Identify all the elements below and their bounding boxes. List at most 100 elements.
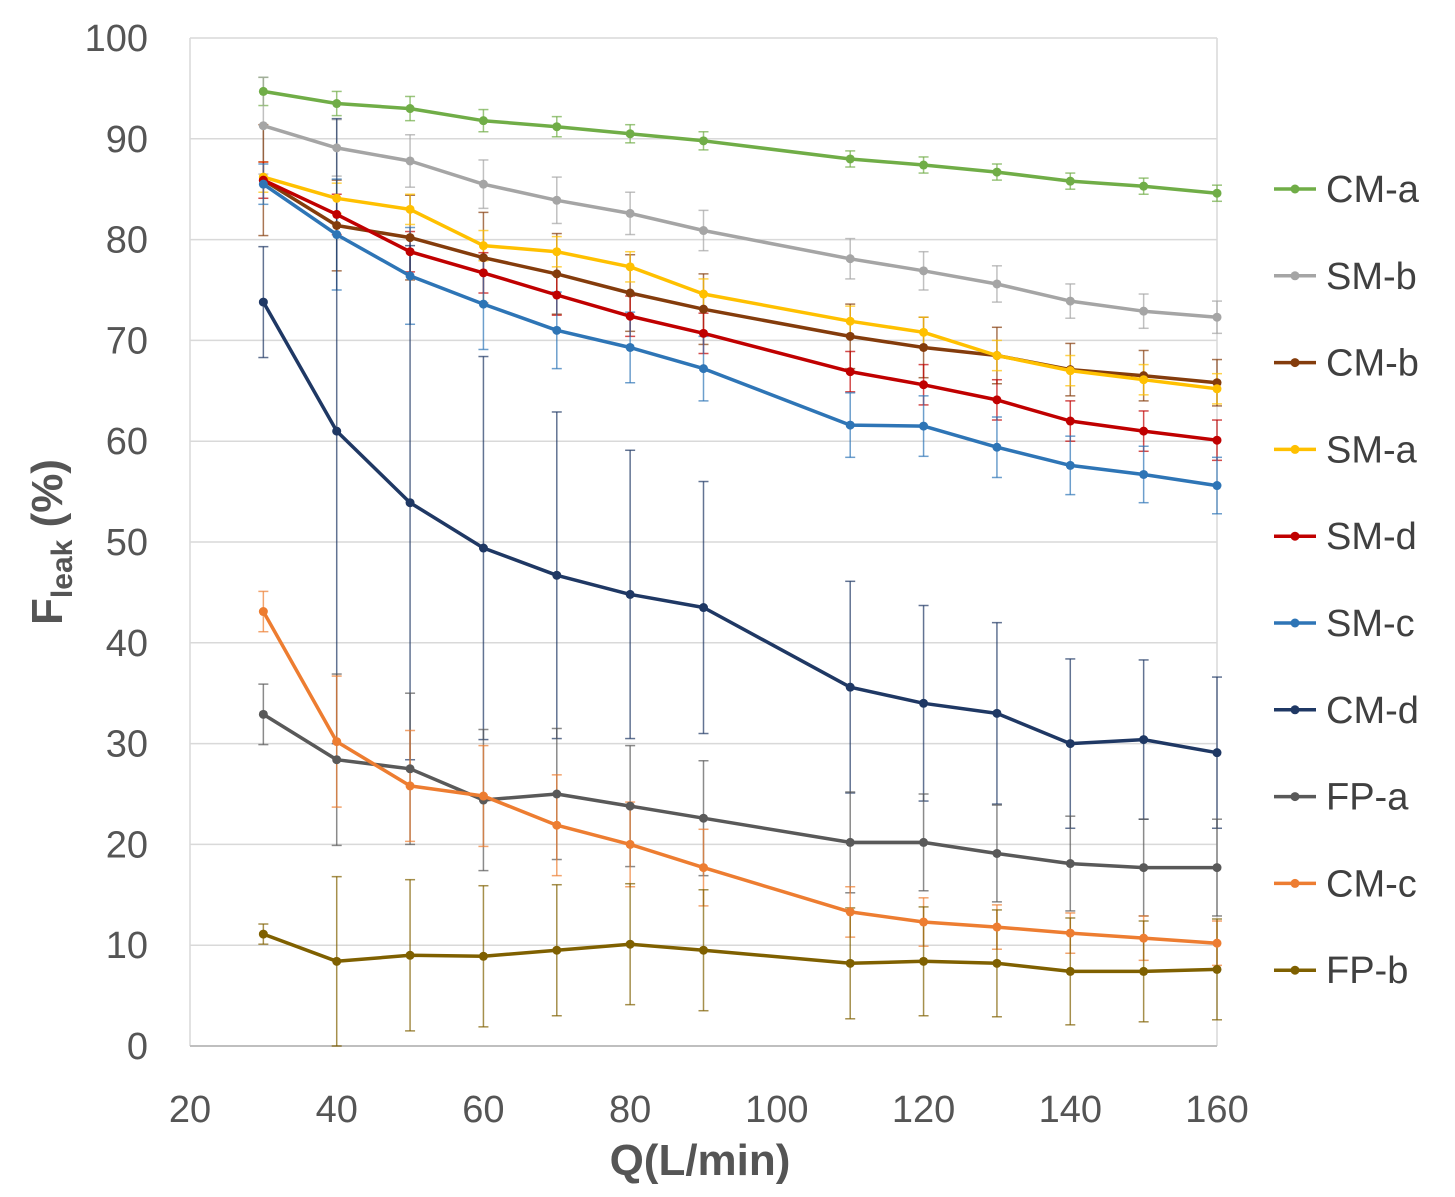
data-point — [992, 351, 1002, 361]
data-point — [332, 737, 342, 747]
series-SM-b — [258, 121, 1222, 322]
data-point — [1139, 469, 1149, 479]
data-point — [1139, 933, 1149, 943]
data-point — [1212, 435, 1222, 445]
data-point — [258, 709, 268, 719]
data-point — [625, 288, 635, 298]
data-point — [1065, 296, 1075, 306]
data-point — [552, 195, 562, 205]
y-tick-label: 40 — [106, 623, 148, 665]
data-point — [1139, 966, 1149, 976]
data-point — [845, 958, 855, 968]
legend-item: CM-a — [1274, 169, 1420, 211]
error-bars — [258, 76, 1222, 1047]
data-point — [405, 233, 415, 243]
data-point — [478, 299, 488, 309]
x-tick-label: 20 — [169, 1089, 211, 1131]
legend-label: CM-b — [1326, 343, 1419, 385]
y-tick-labels: 0 10 20 30 40 50 60 70 80 90 100 — [85, 18, 148, 1068]
legend-label: SM-a — [1326, 429, 1418, 471]
data-point — [405, 764, 415, 774]
data-point — [552, 247, 562, 257]
legend-marker — [1290, 792, 1300, 802]
data-point — [845, 682, 855, 692]
data-point — [258, 929, 268, 939]
data-point — [552, 789, 562, 799]
data-point — [478, 116, 488, 126]
series-CM-c — [258, 607, 1222, 948]
data-point — [1139, 306, 1149, 316]
series-SM-a — [258, 172, 1222, 394]
legend-item: SM-d — [1274, 516, 1417, 558]
data-point — [699, 304, 708, 314]
data-point — [1065, 460, 1075, 470]
legend-item: FP-b — [1274, 950, 1408, 992]
data-point — [1065, 859, 1075, 869]
y-tick-label: 80 — [106, 220, 148, 262]
y-tick-label: 90 — [106, 119, 148, 161]
data-point — [699, 603, 708, 613]
data-point — [919, 327, 929, 337]
data-point — [845, 316, 855, 326]
data-point — [332, 99, 342, 109]
y-tick-label: 20 — [106, 824, 148, 866]
data-point — [625, 208, 635, 218]
data-point — [552, 945, 562, 955]
legend-marker — [1290, 965, 1300, 975]
y-axis-title: Fleak (%) — [23, 459, 79, 625]
data-point — [625, 342, 635, 352]
data-point — [1212, 964, 1222, 974]
legend: CM-a SM-b CM-b SM-a SM-d SM-c CM-d FP-a CM-c FP-b — [1274, 169, 1420, 992]
data-point — [332, 956, 342, 966]
legend-marker — [1290, 358, 1300, 368]
y-tick-label: 30 — [106, 724, 148, 766]
data-point — [992, 395, 1002, 405]
data-point — [405, 156, 415, 166]
legend-label: CM-c — [1326, 863, 1417, 905]
data-point — [699, 226, 708, 236]
data-point — [1139, 863, 1149, 873]
data-point — [699, 328, 708, 338]
legend-item: SM-a — [1274, 429, 1418, 471]
legend-marker — [1290, 618, 1300, 628]
legend-item: CM-d — [1274, 690, 1419, 732]
data-point — [845, 837, 855, 847]
series-CM-d — [258, 297, 1222, 758]
data-point — [405, 498, 415, 508]
data-point — [1212, 863, 1222, 873]
x-axis-title: Q(L/min) — [610, 1136, 791, 1185]
legend-label: FP-b — [1326, 950, 1408, 992]
data-point — [332, 230, 342, 240]
data-point — [1212, 188, 1222, 198]
data-point — [258, 297, 268, 307]
legend-label: CM-d — [1326, 690, 1419, 732]
legend-label: SM-b — [1326, 256, 1417, 298]
data-point — [478, 253, 488, 263]
data-point — [1212, 312, 1222, 322]
data-point — [1065, 176, 1075, 186]
data-point — [1139, 735, 1149, 745]
data-point — [1065, 739, 1075, 749]
legend-label: FP-a — [1326, 777, 1409, 819]
data-point — [919, 917, 929, 927]
y-axis-title-suffix: (%) — [23, 459, 72, 540]
data-point — [552, 122, 562, 132]
x-tick-label: 60 — [462, 1089, 504, 1131]
data-point — [1065, 366, 1075, 376]
series-SM-d — [258, 175, 1222, 445]
legend-marker — [1290, 444, 1300, 454]
series-line — [262, 182, 1218, 488]
data-point — [258, 607, 268, 617]
legend-item: SM-c — [1274, 603, 1415, 645]
data-point — [845, 420, 855, 430]
legend-item: CM-b — [1274, 343, 1419, 385]
data-point — [478, 241, 488, 251]
data-point — [919, 421, 929, 431]
data-point — [625, 311, 635, 321]
data-point — [919, 956, 929, 966]
data-point — [625, 589, 635, 599]
data-point — [478, 268, 488, 278]
series-CM-a — [258, 86, 1222, 198]
data-point — [1065, 966, 1075, 976]
data-point — [699, 863, 708, 873]
